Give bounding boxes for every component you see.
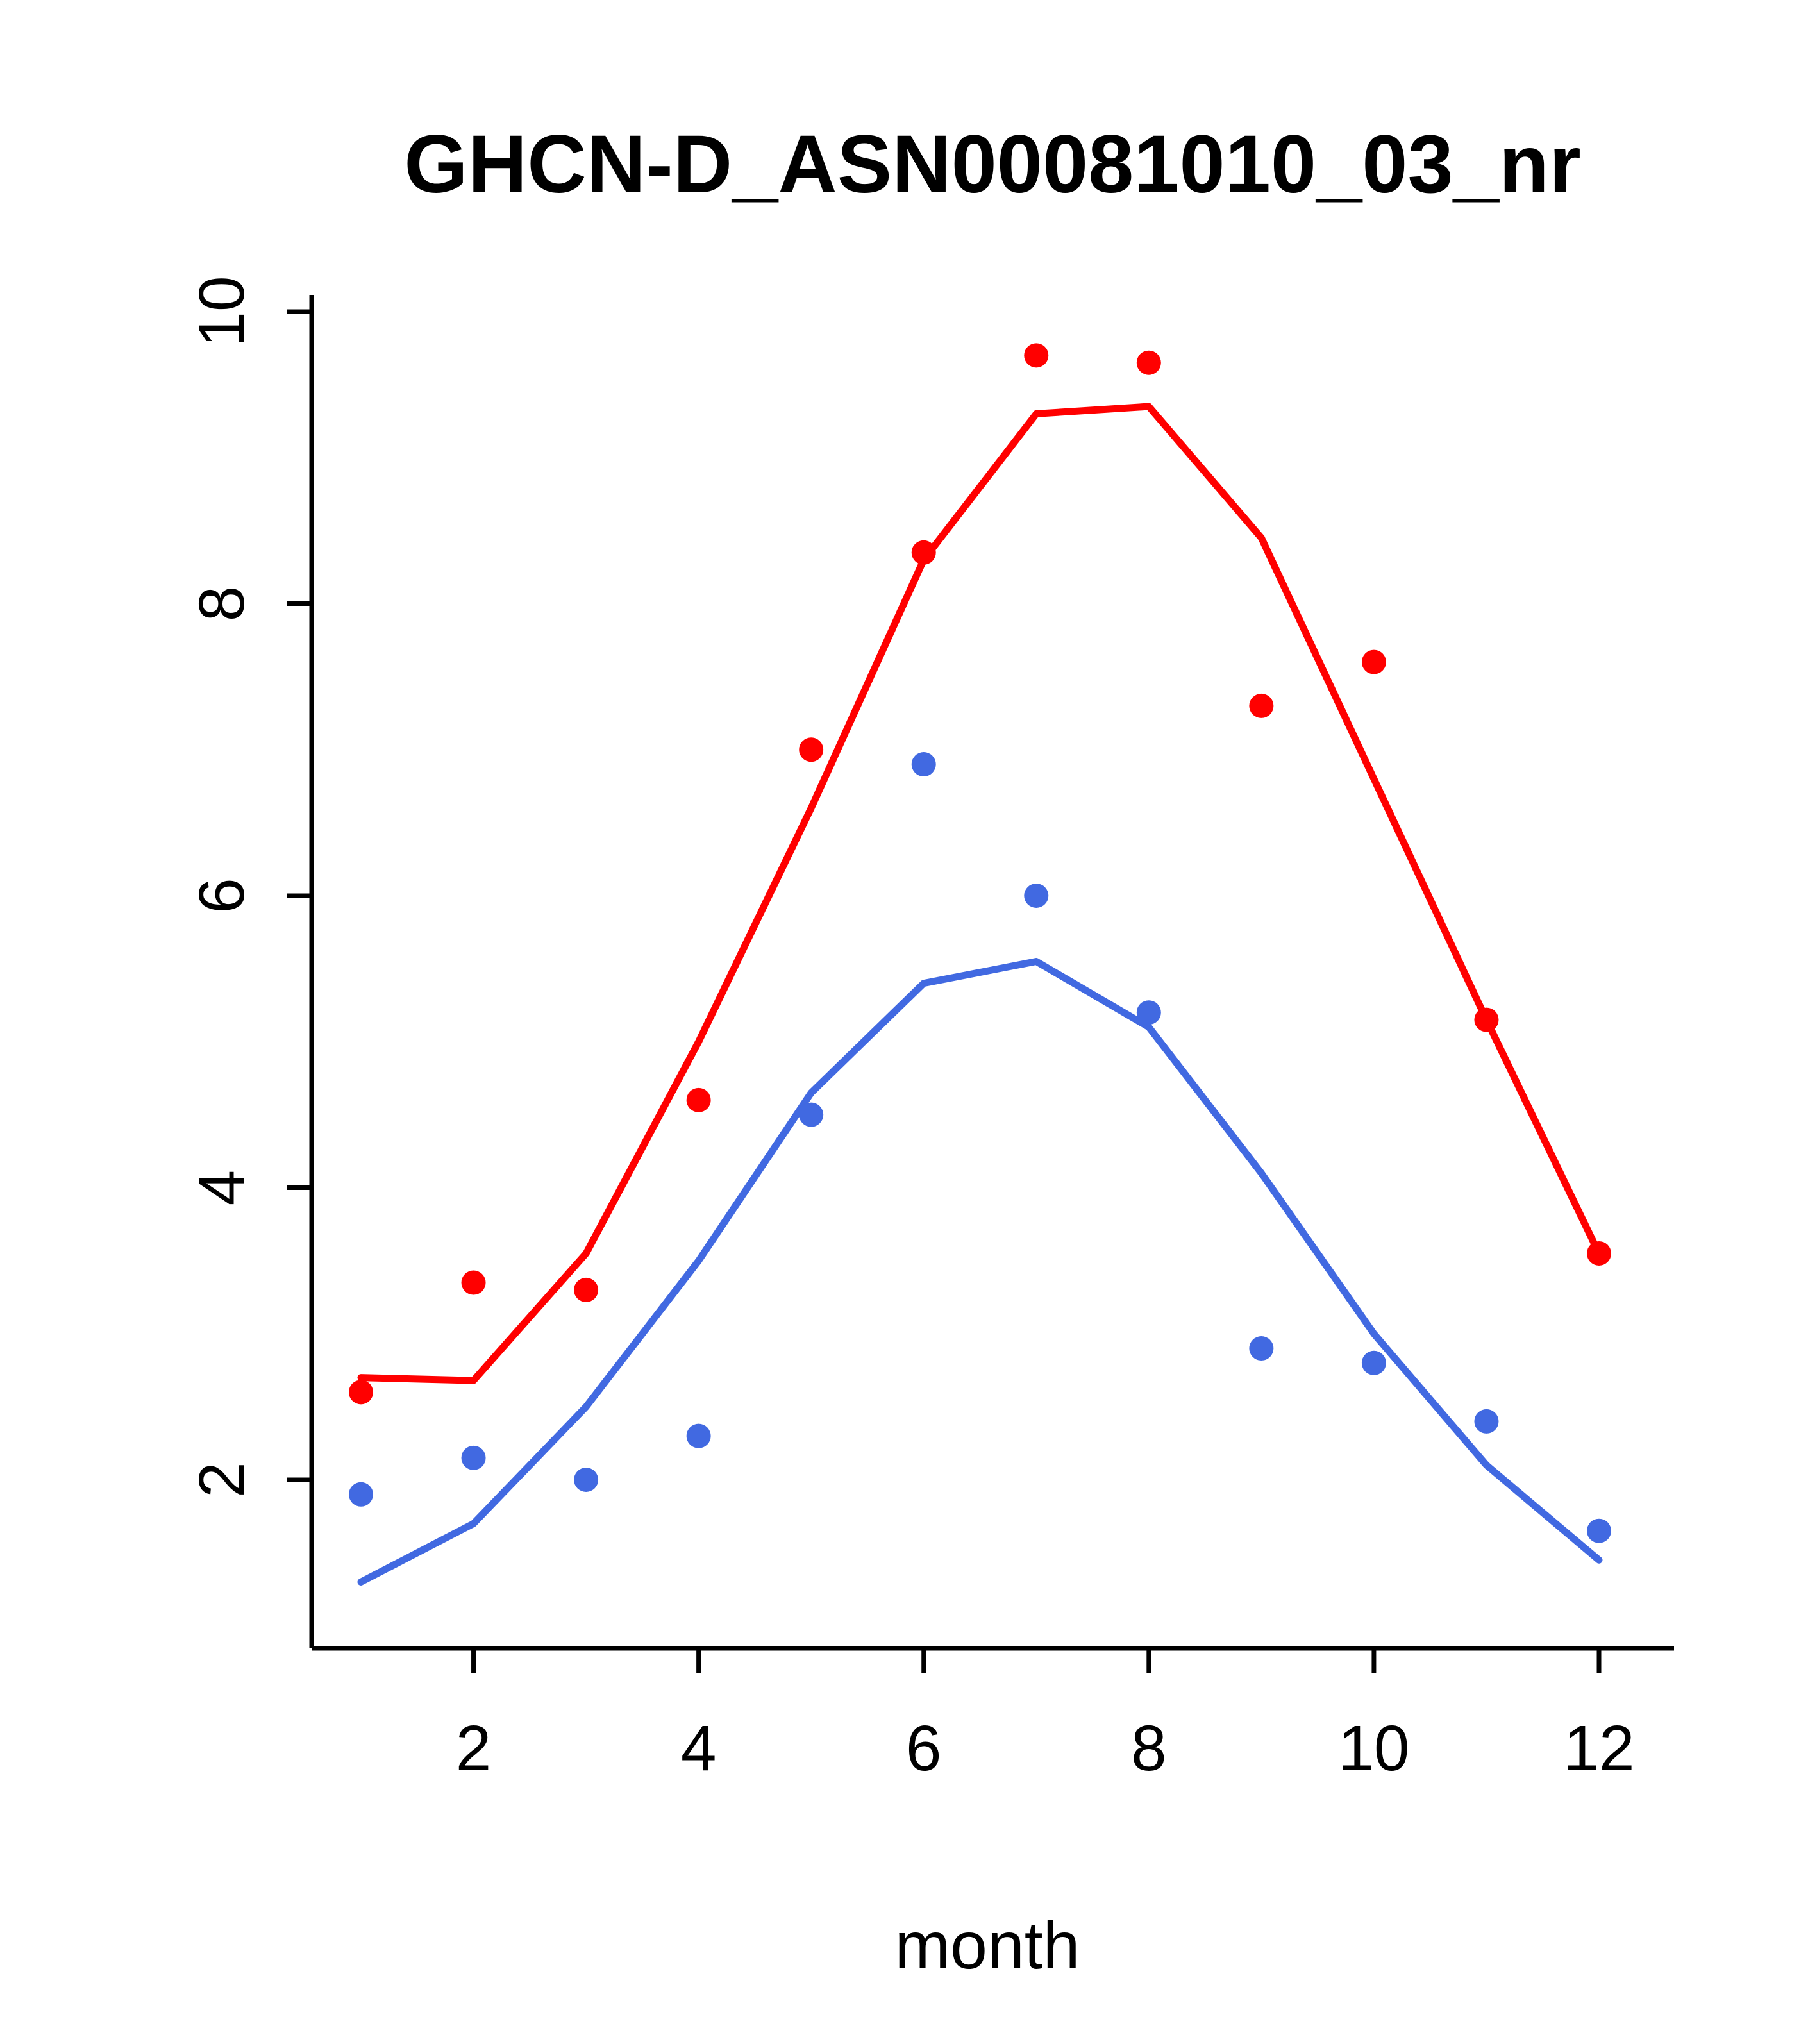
series-red-line	[357, 403, 1603, 1384]
y-tick-label: 8	[186, 586, 258, 622]
x-tick-label: 2	[456, 1713, 492, 1784]
series-red-points-marker	[911, 540, 936, 565]
series-blue-points-marker	[574, 1468, 599, 1492]
x-tick-label: 4	[681, 1713, 717, 1784]
y-tick-label: 4	[186, 1170, 258, 1206]
series-blue-points-marker	[1587, 1518, 1611, 1543]
x-tick-label: 8	[1131, 1713, 1167, 1784]
series-blue-points-marker	[461, 1445, 486, 1470]
y-tick-label: 2	[186, 1462, 258, 1498]
series-red-points-marker	[349, 1380, 373, 1405]
series-blue-points-marker	[1249, 1336, 1274, 1361]
x-tick-label: 12	[1563, 1713, 1634, 1784]
series-red-points-marker	[1474, 1007, 1499, 1032]
series-red-points-marker	[1024, 343, 1049, 368]
series-blue-points-marker	[799, 1102, 824, 1127]
chart-title: GHCN-D_ASN00081010_03_nr	[404, 119, 1581, 210]
series-red-points-marker	[1136, 350, 1161, 375]
series-red-points-marker	[686, 1087, 711, 1112]
series-red-points-marker	[799, 737, 824, 762]
plot-layer: 2 4 6 8 10 2 4 6 8 10 12	[186, 276, 1674, 1784]
series-blue-points-marker	[1361, 1350, 1386, 1375]
series-blue-points-marker	[349, 1482, 373, 1507]
series-blue-points-marker	[1136, 1000, 1161, 1025]
x-tick-label: 10	[1338, 1713, 1409, 1784]
series-red-points-marker	[1361, 649, 1386, 674]
series-blue-points-marker	[1024, 884, 1049, 908]
series-blue-points-marker	[1474, 1409, 1499, 1434]
series-red-points-marker	[1249, 693, 1274, 718]
series-red-points-marker	[461, 1270, 486, 1295]
series-blue-points-marker	[686, 1423, 711, 1448]
y-tick-label: 6	[186, 878, 258, 914]
series-red-points-marker	[574, 1277, 599, 1302]
x-axis-label: month	[894, 1909, 1080, 1983]
x-tick-label: 6	[906, 1713, 942, 1784]
y-tick-label: 10	[186, 276, 258, 347]
series-blue-points-marker	[911, 752, 936, 777]
series-red-points-marker	[1587, 1241, 1611, 1266]
series-blue-line	[357, 957, 1603, 1586]
